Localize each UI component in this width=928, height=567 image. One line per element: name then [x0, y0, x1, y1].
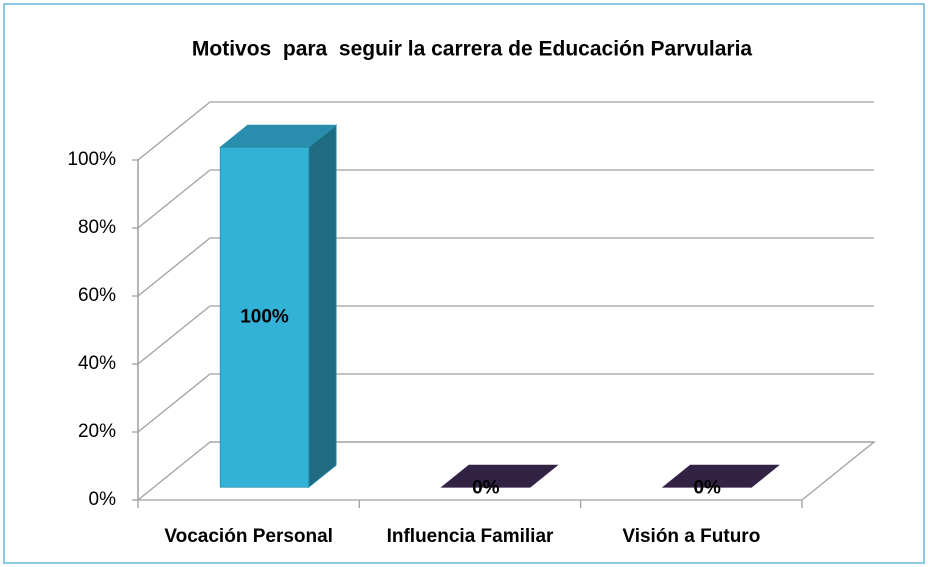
y-tick-label: 40% — [78, 353, 116, 374]
x-tick-label: Vocación Personal — [164, 526, 333, 547]
bar — [661, 464, 780, 488]
bar — [219, 124, 338, 489]
y-tick-label: 0% — [89, 489, 117, 510]
grid-line — [137, 169, 874, 229]
x-tick-label: Visión a Futuro — [622, 526, 760, 547]
grid-line — [137, 441, 874, 501]
grid-line — [137, 305, 874, 365]
y-tick-label: 80% — [78, 217, 116, 238]
grid-line — [137, 237, 874, 297]
grid-line — [137, 373, 874, 433]
bar-top — [661, 464, 780, 488]
y-tick-label: 100% — [67, 149, 116, 170]
y-tick-label: 20% — [78, 421, 116, 442]
value-label: 0% — [693, 477, 721, 498]
bar-side — [308, 124, 337, 489]
value-label: 0% — [472, 477, 500, 498]
chart-title: Motivos para seguir la carrera de Educac… — [192, 38, 753, 61]
grid-line — [137, 101, 874, 161]
bar-top — [440, 464, 559, 488]
bar — [440, 464, 559, 488]
x-tick-label: Influencia Familiar — [387, 526, 554, 547]
y-tick-label: 60% — [78, 285, 116, 306]
value-label: 100% — [240, 306, 289, 327]
bar-top — [219, 124, 338, 148]
